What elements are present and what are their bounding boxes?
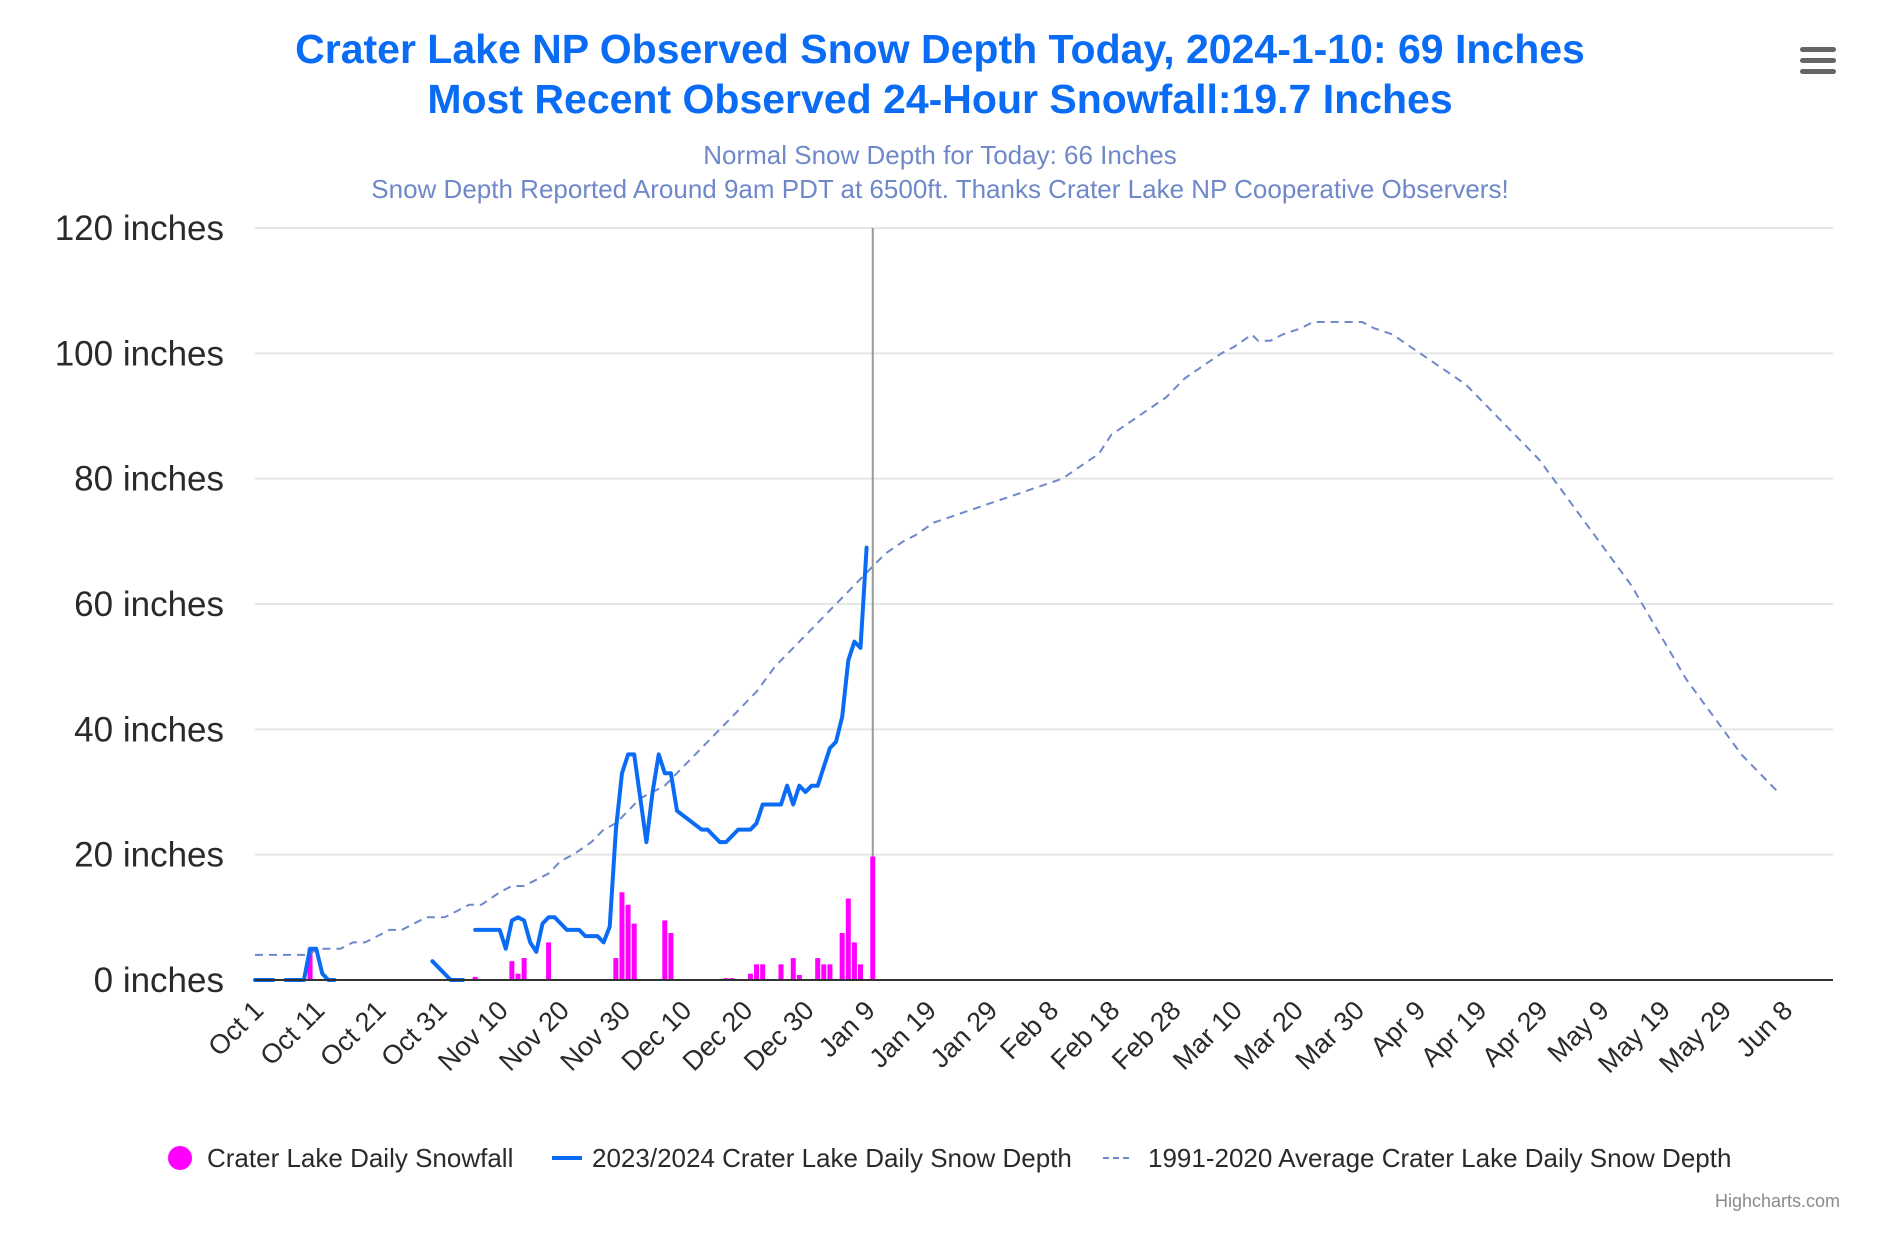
snowfall-column [747,973,753,980]
x-tick-label: Jan 19 [863,995,942,1074]
x-tick-label: Mar 30 [1290,995,1371,1076]
x-tick-label: Feb 28 [1106,995,1187,1076]
hamburger-menu-icon [1800,47,1836,74]
x-tick-label: Apr 29 [1476,995,1553,1072]
legend-label-snowfall: Crater Lake Daily Snowfall [207,1143,513,1173]
snowfall-column [613,958,619,980]
x-tick-label: Oct 21 [314,995,391,1072]
snowfall-column [472,976,478,980]
snowfall-legend-symbol-icon [168,1146,192,1170]
legend-item-depth[interactable]: 2023/2024 Crater Lake Daily Snow Depth [552,1143,1072,1173]
y-axis-labels: 0 inches 20 inches 40 inches 60 inches 80 in… [55,209,224,1000]
observed-depth-series [253,545,869,982]
chart-subtitle-line-2: Snow Depth Reported Around 9am PDT at 65… [371,174,1508,204]
snowfall-column [619,892,625,980]
snowfall-column [851,942,857,980]
x-tick-label: Jun 8 [1730,995,1798,1063]
chart-title-line-2: Most Recent Observed 24-Hour Snowfall:19… [427,76,1452,122]
y-tick-label: 40 inches [74,710,224,749]
y-tick-label: 120 inches [55,209,224,248]
x-tick-label: Jan 29 [925,995,1004,1074]
x-tick-label: Oct 11 [254,995,330,1071]
snowfall-column [821,964,827,980]
observed-depth-line [473,545,869,954]
chart-context-menu-button[interactable] [1790,38,1836,78]
snowfall-column [515,973,521,980]
y-tick-label: 80 inches [74,460,224,499]
x-tick-label: Apr 19 [1415,995,1492,1072]
chart-subtitle: Normal Snow Depth for Today: 66 Inches [703,140,1177,170]
observed-depth-line [430,959,465,982]
legend: Crater Lake Daily Snowfall 2023/2024 Cra… [168,1143,1731,1173]
legend-item-snowfall[interactable]: Crater Lake Daily Snowfall [168,1143,513,1173]
legend-label-depth: 2023/2024 Crater Lake Daily Snow Depth [592,1143,1072,1173]
snowfall-column [827,964,833,980]
x-tick-label: Dec 30 [738,995,820,1077]
chart-title: Crater Lake NP Observed Snow Depth Today… [295,26,1585,72]
snowfall-column [754,964,760,980]
snowfall-column [625,904,631,980]
snowfall-column [790,958,796,980]
highcharts-credits-link[interactable]: Highcharts.com [1715,1191,1840,1211]
snowfall-column [307,948,313,980]
snowfall-column [662,920,668,980]
y-tick-label: 0 inches [94,961,224,1000]
snowfall-column [760,964,766,980]
snowfall-column [546,942,552,980]
snowfall-column [870,856,876,980]
legend-label-normal: 1991-2020 Average Crater Lake Daily Snow… [1148,1143,1731,1173]
snowfall-column [668,933,674,980]
snowfall-column [778,964,784,980]
x-tick-label: Mar 10 [1167,995,1248,1076]
y-tick-label: 20 inches [74,836,224,875]
x-tick-label: Feb 18 [1045,995,1126,1076]
snowfall-column [839,933,845,980]
grid-lines [255,227,1833,856]
snowfall-column [631,923,637,980]
snowfall-column [796,974,802,980]
snowfall-column [509,961,515,980]
snowfall-column [858,964,864,980]
y-tick-label: 100 inches [55,334,224,373]
snowfall-columns [307,856,876,981]
y-tick-label: 60 inches [74,585,224,624]
snowfall-column [845,898,851,980]
normal-depth-series [255,321,1779,956]
legend-item-normal[interactable]: 1991-2020 Average Crater Lake Daily Snow… [1103,1143,1731,1173]
snowfall-column [521,958,527,980]
x-tick-label: Mar 20 [1228,995,1309,1076]
snowfall-column [815,958,821,980]
normal-depth-line [255,321,1779,956]
